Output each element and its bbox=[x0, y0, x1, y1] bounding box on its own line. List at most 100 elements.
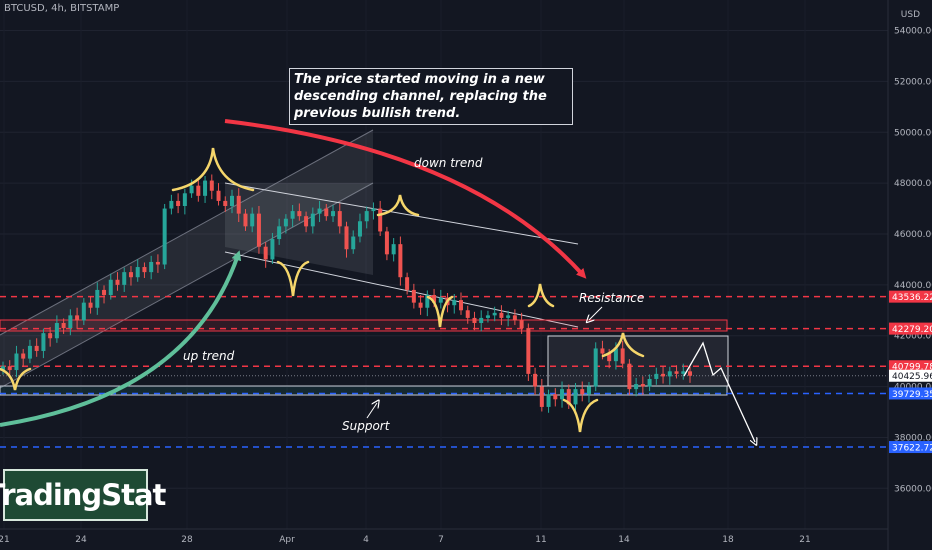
candle-body bbox=[425, 295, 430, 308]
price-badge-label: 42279.20 bbox=[892, 325, 932, 335]
candle-body bbox=[573, 389, 578, 405]
candle-body bbox=[405, 277, 410, 290]
candle-body bbox=[81, 302, 86, 321]
candle-body bbox=[546, 394, 551, 407]
candle-body bbox=[75, 315, 80, 321]
candle-body bbox=[182, 193, 187, 207]
down-trend-arrow bbox=[224, 119, 587, 279]
support-pointer-arrow bbox=[366, 403, 377, 419]
candle-body bbox=[142, 267, 147, 273]
candle-body bbox=[357, 221, 362, 237]
price-badge-label: 40799.78 bbox=[892, 363, 932, 373]
analysis-note: The price started moving in a new descen… bbox=[289, 68, 573, 125]
candle-body bbox=[162, 208, 167, 265]
candle-body bbox=[371, 208, 376, 212]
candle-body bbox=[560, 389, 565, 400]
time-axis[interactable]: 21 24 28 Apr 4 7 11 14 18 21 bbox=[0, 535, 811, 545]
candles bbox=[1, 174, 692, 413]
candle-body bbox=[331, 211, 336, 217]
pivot-top-marker bbox=[527, 283, 555, 308]
candle-body bbox=[499, 312, 504, 318]
x-tick-label: 14 bbox=[618, 535, 630, 545]
x-tick-label: 21 bbox=[799, 535, 810, 545]
pivot-bottom-marker bbox=[0, 367, 32, 391]
resistance-pointer-arrow bbox=[589, 306, 603, 320]
price-axis[interactable]: 54000.00 52000.00 50000.00 48000.00 46000.00… bbox=[894, 27, 932, 495]
candle-body bbox=[586, 386, 591, 395]
candle-body bbox=[176, 200, 181, 207]
candle-body bbox=[344, 226, 349, 250]
candle-body bbox=[384, 231, 389, 255]
candle-body bbox=[580, 389, 585, 395]
ascending-channel-upper bbox=[0, 129, 374, 336]
candle-body bbox=[627, 363, 632, 390]
price-badge bbox=[889, 360, 932, 373]
down-trend-label: down trend bbox=[414, 156, 483, 170]
pivot-bottom-marker bbox=[426, 295, 454, 328]
symbol-header: BTCUSD, 4h, BITSTAMP bbox=[4, 3, 120, 14]
candle-body bbox=[216, 190, 221, 201]
candle-body bbox=[398, 244, 403, 278]
candle-body bbox=[593, 348, 598, 387]
candle-body bbox=[452, 300, 457, 306]
candle-body bbox=[526, 328, 531, 374]
candle-body bbox=[479, 317, 484, 323]
up-trend-arrow bbox=[0, 250, 242, 427]
pivot-top-marker bbox=[601, 332, 645, 358]
descending-channel-upper bbox=[224, 182, 579, 245]
candle-body bbox=[169, 200, 174, 209]
candle-body bbox=[459, 300, 463, 311]
candle-body bbox=[607, 353, 612, 362]
candle-body bbox=[681, 371, 686, 374]
price-badge bbox=[889, 387, 932, 400]
candle-body bbox=[634, 384, 639, 390]
up-trend-label: up trend bbox=[183, 349, 235, 363]
candle-body bbox=[613, 348, 618, 362]
candle-body bbox=[432, 295, 437, 303]
candle-body bbox=[290, 211, 295, 219]
candle-body bbox=[661, 373, 666, 377]
support-label: Support bbox=[342, 419, 391, 433]
candle-body bbox=[391, 244, 396, 255]
candle-body bbox=[230, 195, 234, 207]
candle-body bbox=[21, 353, 26, 359]
candle-body bbox=[223, 200, 228, 207]
candle-body bbox=[7, 366, 12, 371]
candle-body bbox=[310, 213, 315, 227]
tradingstat-logo: TradingStat bbox=[0, 469, 166, 521]
chart-grid bbox=[0, 30, 888, 489]
y-tick-label: 46000.00 bbox=[894, 230, 932, 240]
price-badges: 43536.22 42279.20 40799.78 39729.35 37622.72… bbox=[889, 290, 932, 454]
price-badge bbox=[889, 322, 932, 335]
candle-body bbox=[236, 195, 241, 214]
candle-body bbox=[108, 279, 113, 296]
price-lines bbox=[0, 295, 888, 448]
price-badge-label: 37622.72 bbox=[892, 444, 932, 454]
price-badge bbox=[889, 441, 932, 454]
candle-body bbox=[674, 371, 679, 374]
candle-body bbox=[34, 345, 39, 351]
x-tick-label: 11 bbox=[535, 535, 546, 545]
candle-body bbox=[209, 180, 214, 191]
candle-body bbox=[41, 333, 46, 351]
y-tick-label: 54000.00 bbox=[894, 27, 932, 37]
x-tick-label: 21 bbox=[0, 535, 10, 545]
ascending-channel-fill bbox=[0, 130, 373, 388]
candle-body bbox=[438, 297, 443, 303]
candle-body bbox=[189, 185, 194, 194]
candle-body bbox=[539, 386, 544, 407]
candle-body bbox=[519, 320, 524, 329]
candle-body bbox=[128, 272, 133, 278]
resistance-label: Resistance bbox=[579, 291, 644, 305]
candle-body bbox=[135, 267, 140, 278]
currency-label: USD bbox=[900, 10, 920, 20]
candle-body bbox=[155, 261, 160, 265]
candle-body bbox=[667, 371, 672, 377]
candle-body bbox=[553, 394, 558, 400]
candle-body bbox=[54, 322, 59, 339]
x-tick-label: 7 bbox=[438, 535, 444, 545]
candle-body bbox=[263, 246, 268, 260]
candle-body bbox=[640, 384, 645, 387]
candle-body bbox=[364, 211, 369, 222]
